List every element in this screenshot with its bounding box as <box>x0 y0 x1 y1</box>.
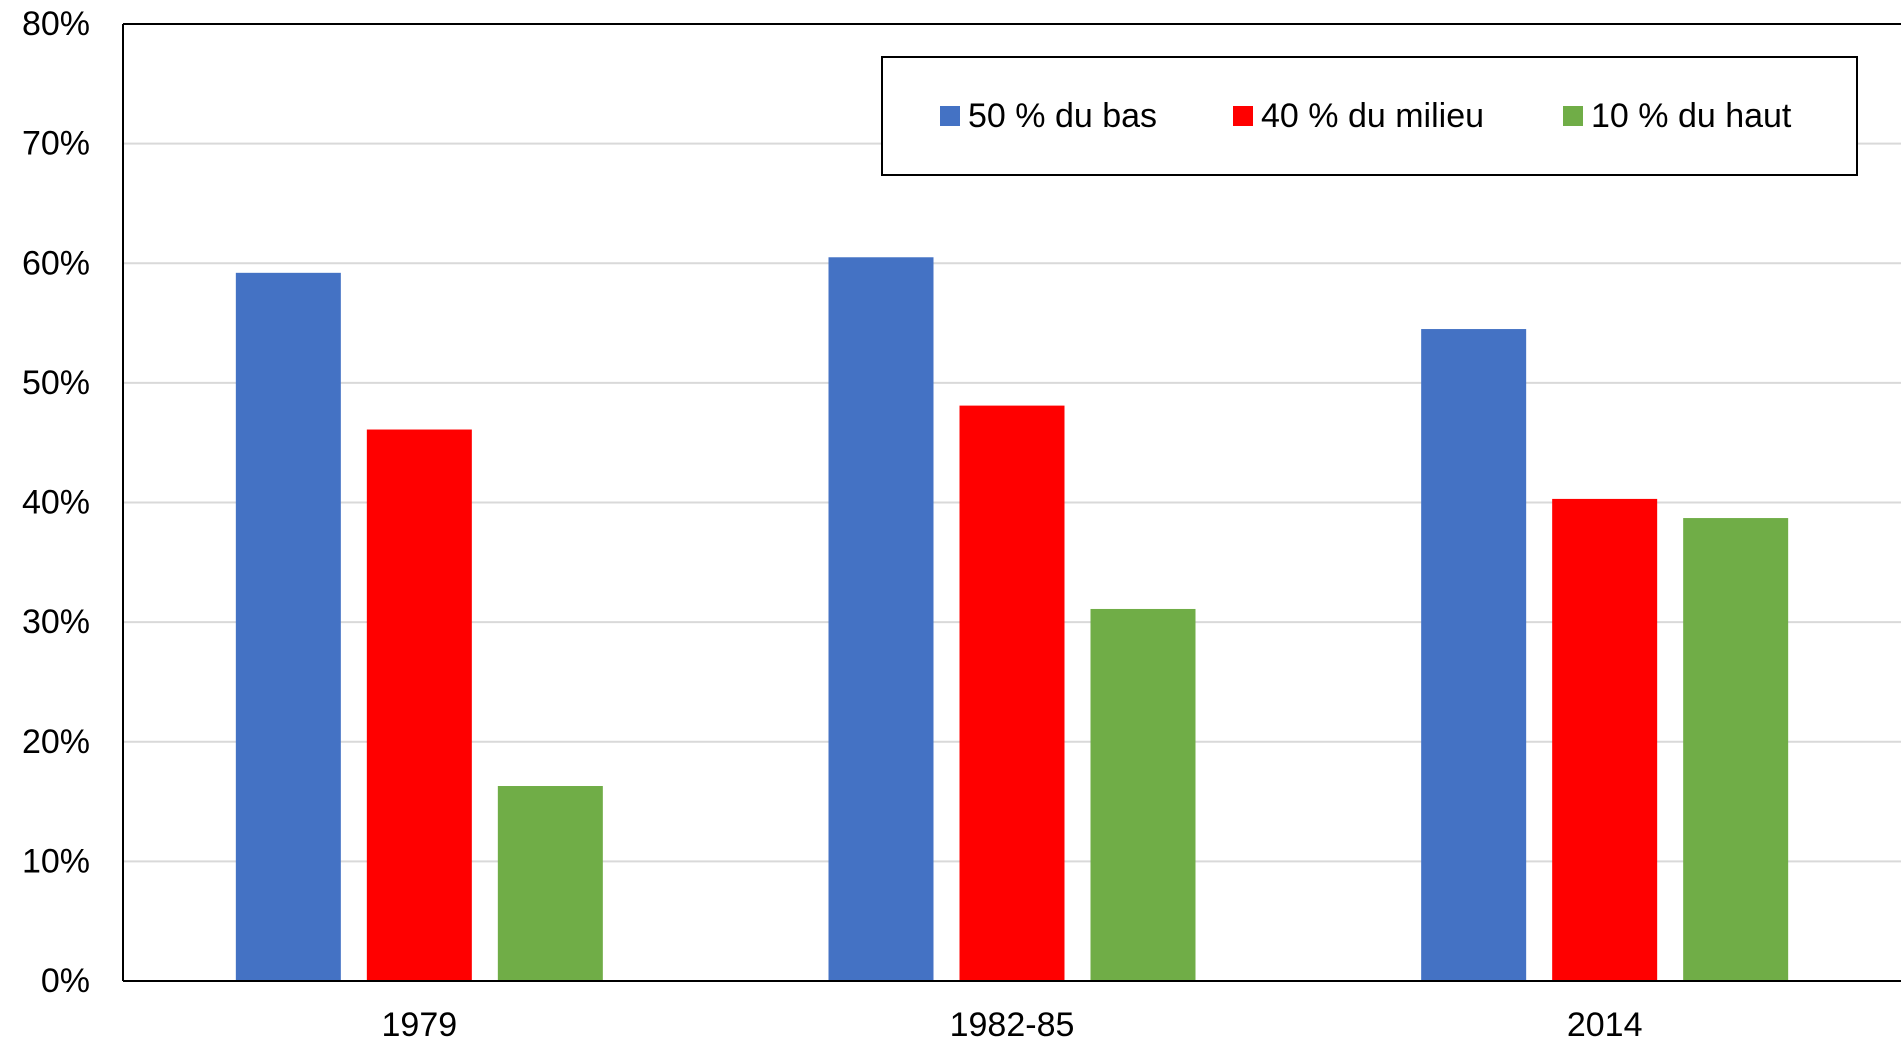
y-tick-label: 80% <box>22 5 90 43</box>
bar-1979-2 <box>366 429 472 981</box>
bar-2014-2 <box>1552 498 1658 981</box>
legend-swatch <box>1233 106 1253 126</box>
x-axis-ticks: 1979 1982-85 2014 <box>382 1006 1643 1041</box>
y-tick-label: 30% <box>22 603 90 641</box>
axes <box>122 23 1901 982</box>
legend: 50 % du bas 40 % du milieu 10 % du haut <box>881 56 1858 176</box>
y-tick-label: 40% <box>22 484 90 522</box>
y-axis-ticks: 0% 10% 20% 30% 40% 50% 60% 70% 80% <box>22 5 90 1000</box>
legend-label: 50 % du bas <box>968 97 1157 135</box>
y-tick-label: 50% <box>22 364 90 402</box>
y-tick-label: 60% <box>22 244 90 282</box>
y-tick-label: 70% <box>22 125 90 163</box>
legend-label: 40 % du milieu <box>1261 97 1484 135</box>
legend-swatch <box>940 106 960 126</box>
x-tick-label: 1979 <box>382 1006 458 1041</box>
x-tick-label: 1982-85 <box>950 1006 1075 1041</box>
legend-label: 10 % du haut <box>1591 97 1792 135</box>
bar-1982-85-2 <box>959 405 1065 981</box>
bar-2014-1 <box>1421 329 1527 981</box>
bar-1982-85-1 <box>828 257 934 981</box>
bar-1979-1 <box>235 272 341 981</box>
legend-swatch <box>1563 106 1583 126</box>
bars <box>235 257 1789 981</box>
bar-1982-85-3 <box>1090 608 1196 981</box>
bar-2014-3 <box>1683 518 1789 981</box>
y-tick-label: 0% <box>41 962 90 1000</box>
legend-box <box>881 56 1858 176</box>
bar-1979-3 <box>497 786 603 981</box>
x-tick-label: 2014 <box>1567 1006 1643 1041</box>
y-tick-label: 10% <box>22 842 90 880</box>
y-tick-label: 20% <box>22 723 90 761</box>
